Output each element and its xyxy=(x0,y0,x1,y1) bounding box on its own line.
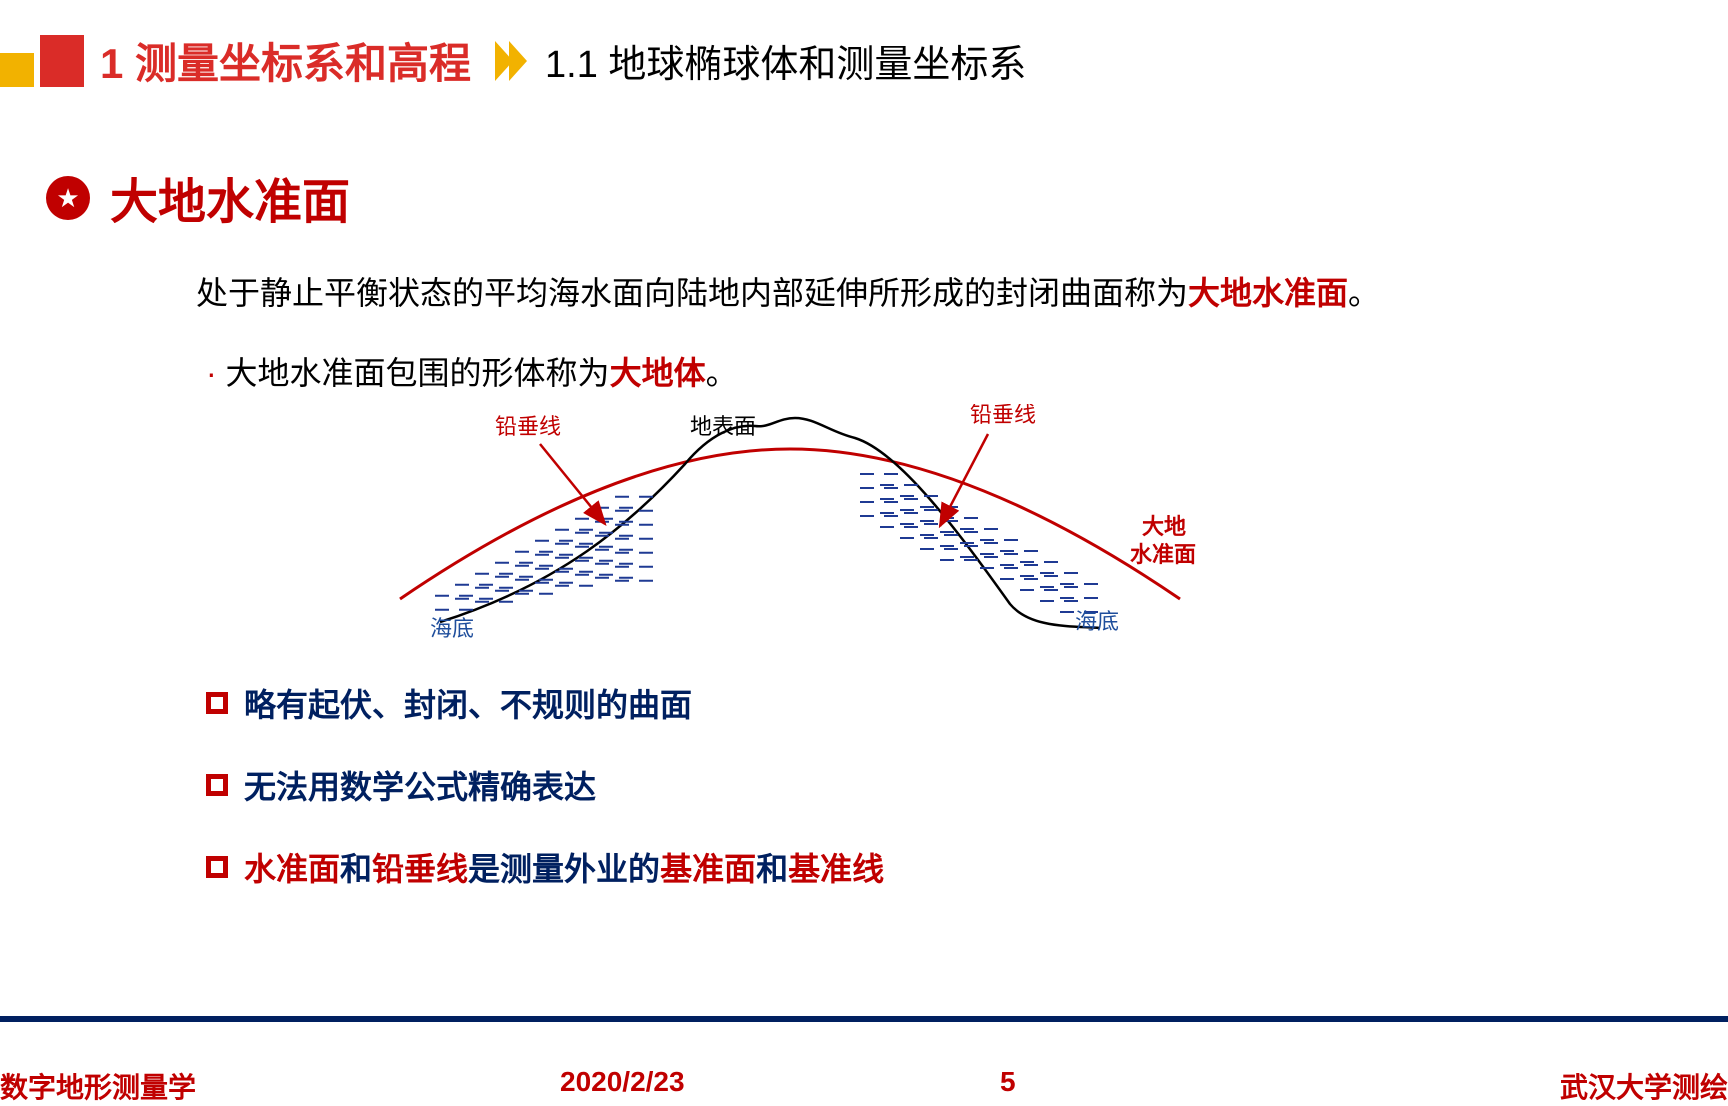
footer-date: 2020/2/23 xyxy=(560,1066,685,1098)
label-geoid-2: 水准面 xyxy=(1130,542,1196,567)
bullet-box-icon xyxy=(206,856,228,878)
bullet-text-part: 是测量外业的 xyxy=(468,844,660,890)
bullet-list: 略有起伏、封闭、不规则的曲面无法用数学公式精确表达水准面 和 铅垂线 是测量外业… xyxy=(206,680,884,926)
label-plumb-left: 铅垂线 xyxy=(495,414,561,439)
bullet-text-part: 和 xyxy=(340,844,372,890)
bullet-item: 无法用数学公式精确表达 xyxy=(206,762,884,808)
plumb-right-arrow xyxy=(940,434,988,526)
bullet-text-part: 水准面 xyxy=(244,844,340,890)
label-geoid-1: 大地 xyxy=(1142,514,1186,539)
label-sea-right: 海底 xyxy=(1075,609,1119,634)
footer-course: 数字地形测量学 xyxy=(0,1066,196,1106)
bullet-item: 略有起伏、封闭、不规则的曲面 xyxy=(206,680,884,726)
definition-prefix: 处于静止平衡状态的平均海水面向陆地内部延伸所形成的封闭曲面称为 xyxy=(196,275,1188,311)
bullet-box-icon xyxy=(206,774,228,796)
sub-point-text: · 大地水准面包围的形体称为大地体。 xyxy=(206,348,738,394)
bullet-item: 水准面 和 铅垂线 是测量外业的 基准面 和 基准线 xyxy=(206,844,884,890)
decor-block-red xyxy=(40,35,84,87)
water-hatch-right xyxy=(860,474,1100,612)
chapter-title: 1 测量坐标系和高程 xyxy=(100,30,471,91)
label-plumb-right: 铅垂线 xyxy=(970,404,1036,427)
label-sea-left: 海底 xyxy=(430,616,474,641)
section-title: 1.1 地球椭球体和测量坐标系 xyxy=(545,33,1026,88)
geoid-diagram: 铅垂线 地表面 铅垂线 大地 水准面 海底 海底 xyxy=(330,404,1250,654)
sub-point-dot: · xyxy=(206,355,217,391)
footer-institution: 武汉大学测绘 xyxy=(1560,1066,1728,1106)
bullet-box-icon xyxy=(206,692,228,714)
bullet-text-part: 铅垂线 xyxy=(372,844,468,890)
definition-term: 大地水准面 xyxy=(1188,275,1348,311)
bullet-text: 无法用数学公式精确表达 xyxy=(244,762,596,808)
star-bullet-icon xyxy=(46,176,90,220)
bullet-text: 略有起伏、封闭、不规则的曲面 xyxy=(244,680,692,726)
geoid-curve xyxy=(400,449,1180,599)
sub-point-suffix: 。 xyxy=(706,355,738,391)
slide-header: 1 测量坐标系和高程 1.1 地球椭球体和测量坐标系 xyxy=(0,0,1728,91)
footer-page-number: 5 xyxy=(1000,1066,1016,1098)
topic-title: 大地水准面 xyxy=(110,162,350,232)
bullet-text-part: 基准线 xyxy=(788,844,884,890)
header-decor-blocks xyxy=(0,35,84,87)
sub-point-prefix: 大地水准面包围的形体称为 xyxy=(226,355,610,391)
chevron-icon xyxy=(499,41,527,81)
label-surface: 地表面 xyxy=(690,414,756,439)
bullet-text-part: 基准面 xyxy=(660,844,756,890)
footer-divider xyxy=(0,1016,1728,1022)
decor-block-yellow xyxy=(0,53,34,87)
definition-suffix: 。 xyxy=(1348,275,1380,311)
definition-text: 处于静止平衡状态的平均海水面向陆地内部延伸所形成的封闭曲面称为大地水准面。 xyxy=(196,268,1380,314)
bullet-text-part: 和 xyxy=(756,844,788,890)
sub-point-term: 大地体 xyxy=(610,355,706,391)
